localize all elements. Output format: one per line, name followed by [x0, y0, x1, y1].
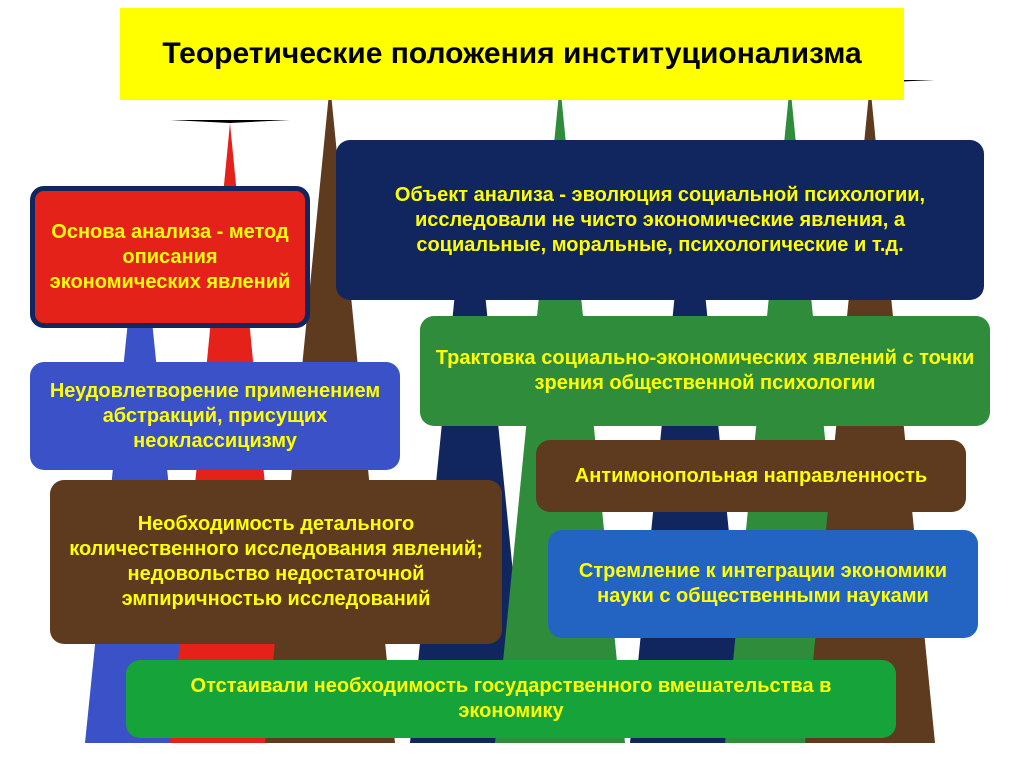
box-state-intervention: Отстаивали необходимость государственног… — [126, 660, 896, 738]
box-need-quantitative: Необходимость детального количественного… — [50, 480, 502, 644]
box-interpretation: Трактовка социально-экономических явлени… — [420, 316, 990, 426]
title-bar: Теоретические положения институционализм… — [120, 8, 904, 100]
box-basis-of-analysis: Основа анализа - метод описания экономич… — [30, 186, 310, 328]
diagram-stage: Теоретические положения институционализм… — [0, 0, 1024, 768]
box-dissatisfaction: Неудовлетворение применением абстракций,… — [30, 362, 400, 470]
box-integration: Стремление к интеграции экономики науки … — [548, 530, 978, 638]
box-object-of-analysis: Объект анализа - эволюция социальной пси… — [336, 140, 984, 300]
box-antimonopoly: Антимонопольная направленность — [536, 440, 966, 512]
